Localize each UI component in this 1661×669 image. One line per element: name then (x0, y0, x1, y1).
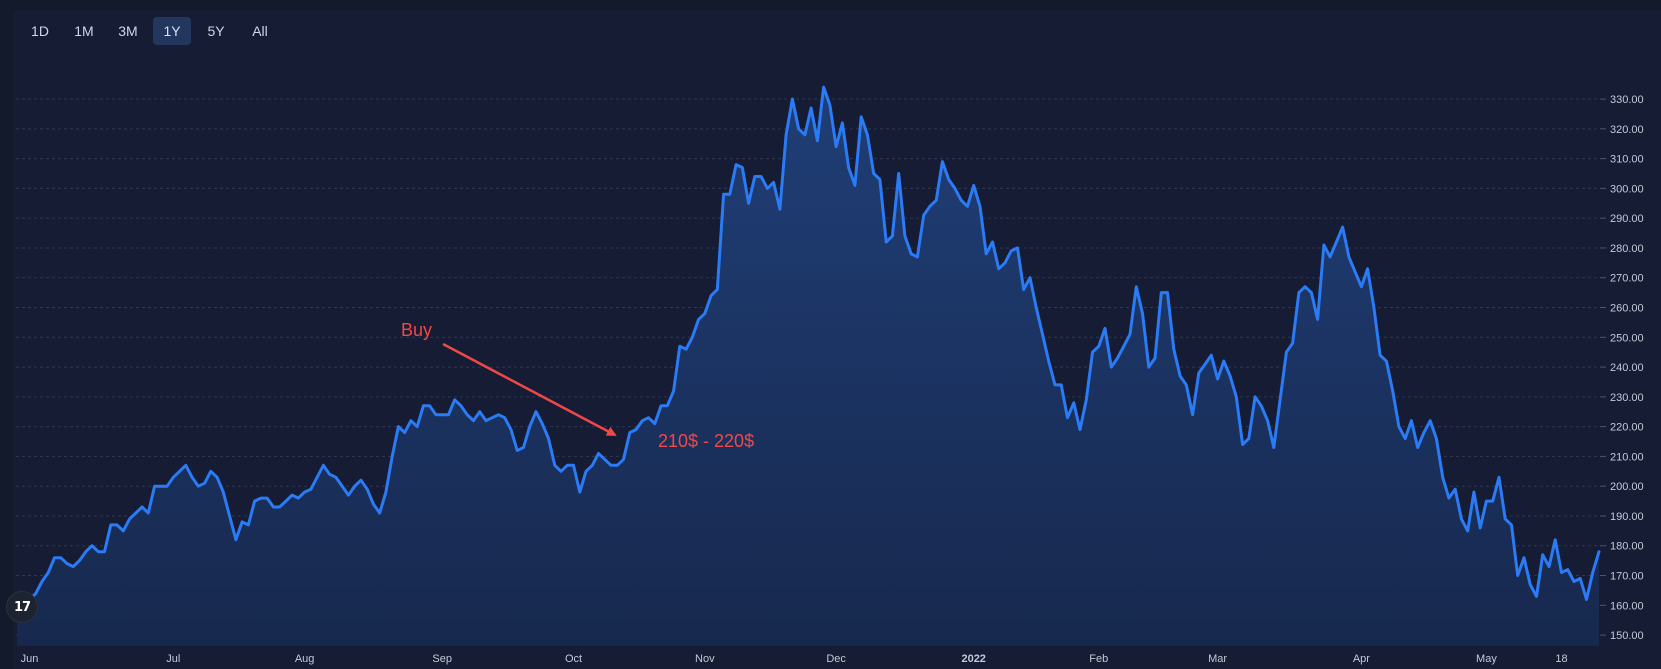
y-tick-label: 310.00 (1610, 154, 1644, 166)
area-layer (15, 85, 1601, 647)
price-range-annotation: 210$ - 220$ (658, 431, 754, 451)
range-button-3m[interactable]: 3M (118, 23, 138, 39)
x-tick-label: Jul (166, 653, 180, 665)
y-tick-label: 230.00 (1610, 392, 1644, 404)
range-button-all[interactable]: All (252, 23, 268, 39)
y-tick-label: 320.00 (1610, 124, 1644, 136)
range-button-1d[interactable]: 1D (31, 23, 49, 39)
x-tick-label: Apr (1353, 653, 1370, 665)
buy-annotation: Buy (401, 320, 432, 340)
x-tick-label: Feb (1089, 653, 1108, 665)
y-tick-label: 300.00 (1610, 183, 1644, 195)
y-tick-label: 160.00 (1610, 600, 1644, 612)
series-line (15, 85, 1601, 622)
y-tick-label: 260.00 (1610, 303, 1644, 315)
y-tick-label: 210.00 (1610, 451, 1644, 463)
x-axis: Jun Jul Aug Sep Oct Nov Dec 2022 Feb Mar Apr May 18 (21, 653, 1568, 665)
x-tick-label: Sep (432, 653, 452, 665)
range-button-1y[interactable]: 1Y (153, 17, 191, 45)
y-tick-label: 280.00 (1610, 243, 1644, 255)
annotations: Buy 210$ - 220$ (401, 320, 754, 451)
area-fill (17, 87, 1599, 647)
y-tick-label: 250.00 (1610, 332, 1644, 344)
x-tick-label: Oct (565, 653, 582, 665)
y-axis: 150.00 160.00 170.00 180.00 190.00 200.00 210.… (1600, 94, 1644, 642)
y-tick-label: 290.00 (1610, 213, 1644, 225)
tradingview-logo-icon[interactable]: 17 (6, 591, 38, 623)
time-range-selector: 1D 1M 3M 1Y 5Y All (21, 17, 279, 45)
x-tick-label: 18 (1555, 653, 1567, 665)
x-tick-label: Mar (1208, 653, 1227, 665)
logo-text: 17 (13, 599, 31, 615)
buy-arrow (442, 342, 617, 437)
x-tick-label: Nov (695, 653, 715, 665)
y-tick-label: 220.00 (1610, 422, 1644, 434)
x-tick-label: May (1476, 653, 1497, 665)
x-tick-label: Aug (295, 653, 315, 665)
y-tick-label: 180.00 (1610, 541, 1644, 553)
range-button-1m[interactable]: 1M (74, 23, 94, 39)
range-button-5y[interactable]: 5Y (207, 23, 225, 39)
y-tick-label: 270.00 (1610, 273, 1644, 285)
x-tick-label: Dec (826, 653, 846, 665)
y-tick-label: 200.00 (1610, 481, 1644, 493)
x-tick-label: Jun (21, 653, 39, 665)
x-tick-label: 2022 (961, 653, 985, 665)
y-tick-label: 240.00 (1610, 362, 1644, 374)
y-tick-label: 190.00 (1610, 511, 1644, 523)
y-tick-label: 150.00 (1610, 630, 1644, 642)
y-tick-label: 330.00 (1610, 94, 1644, 106)
y-tick-label: 170.00 (1610, 571, 1644, 583)
